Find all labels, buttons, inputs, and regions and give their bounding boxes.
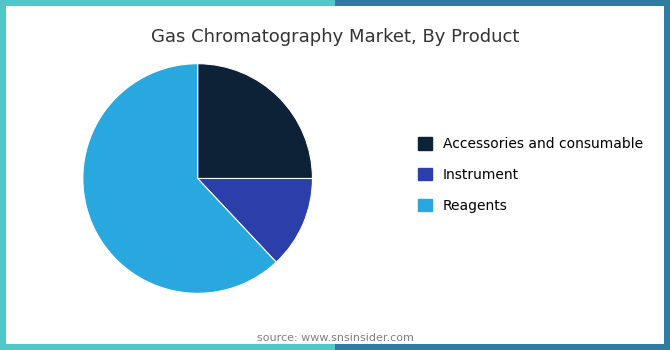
Text: Gas Chromatography Market, By Product: Gas Chromatography Market, By Product	[151, 28, 519, 46]
Wedge shape	[83, 64, 276, 293]
Wedge shape	[198, 178, 312, 262]
Legend: Accessories and consumable, Instrument, Reagents: Accessories and consumable, Instrument, …	[418, 137, 643, 213]
Text: source: www.snsinsider.com: source: www.snsinsider.com	[257, 333, 413, 343]
Wedge shape	[198, 64, 312, 178]
